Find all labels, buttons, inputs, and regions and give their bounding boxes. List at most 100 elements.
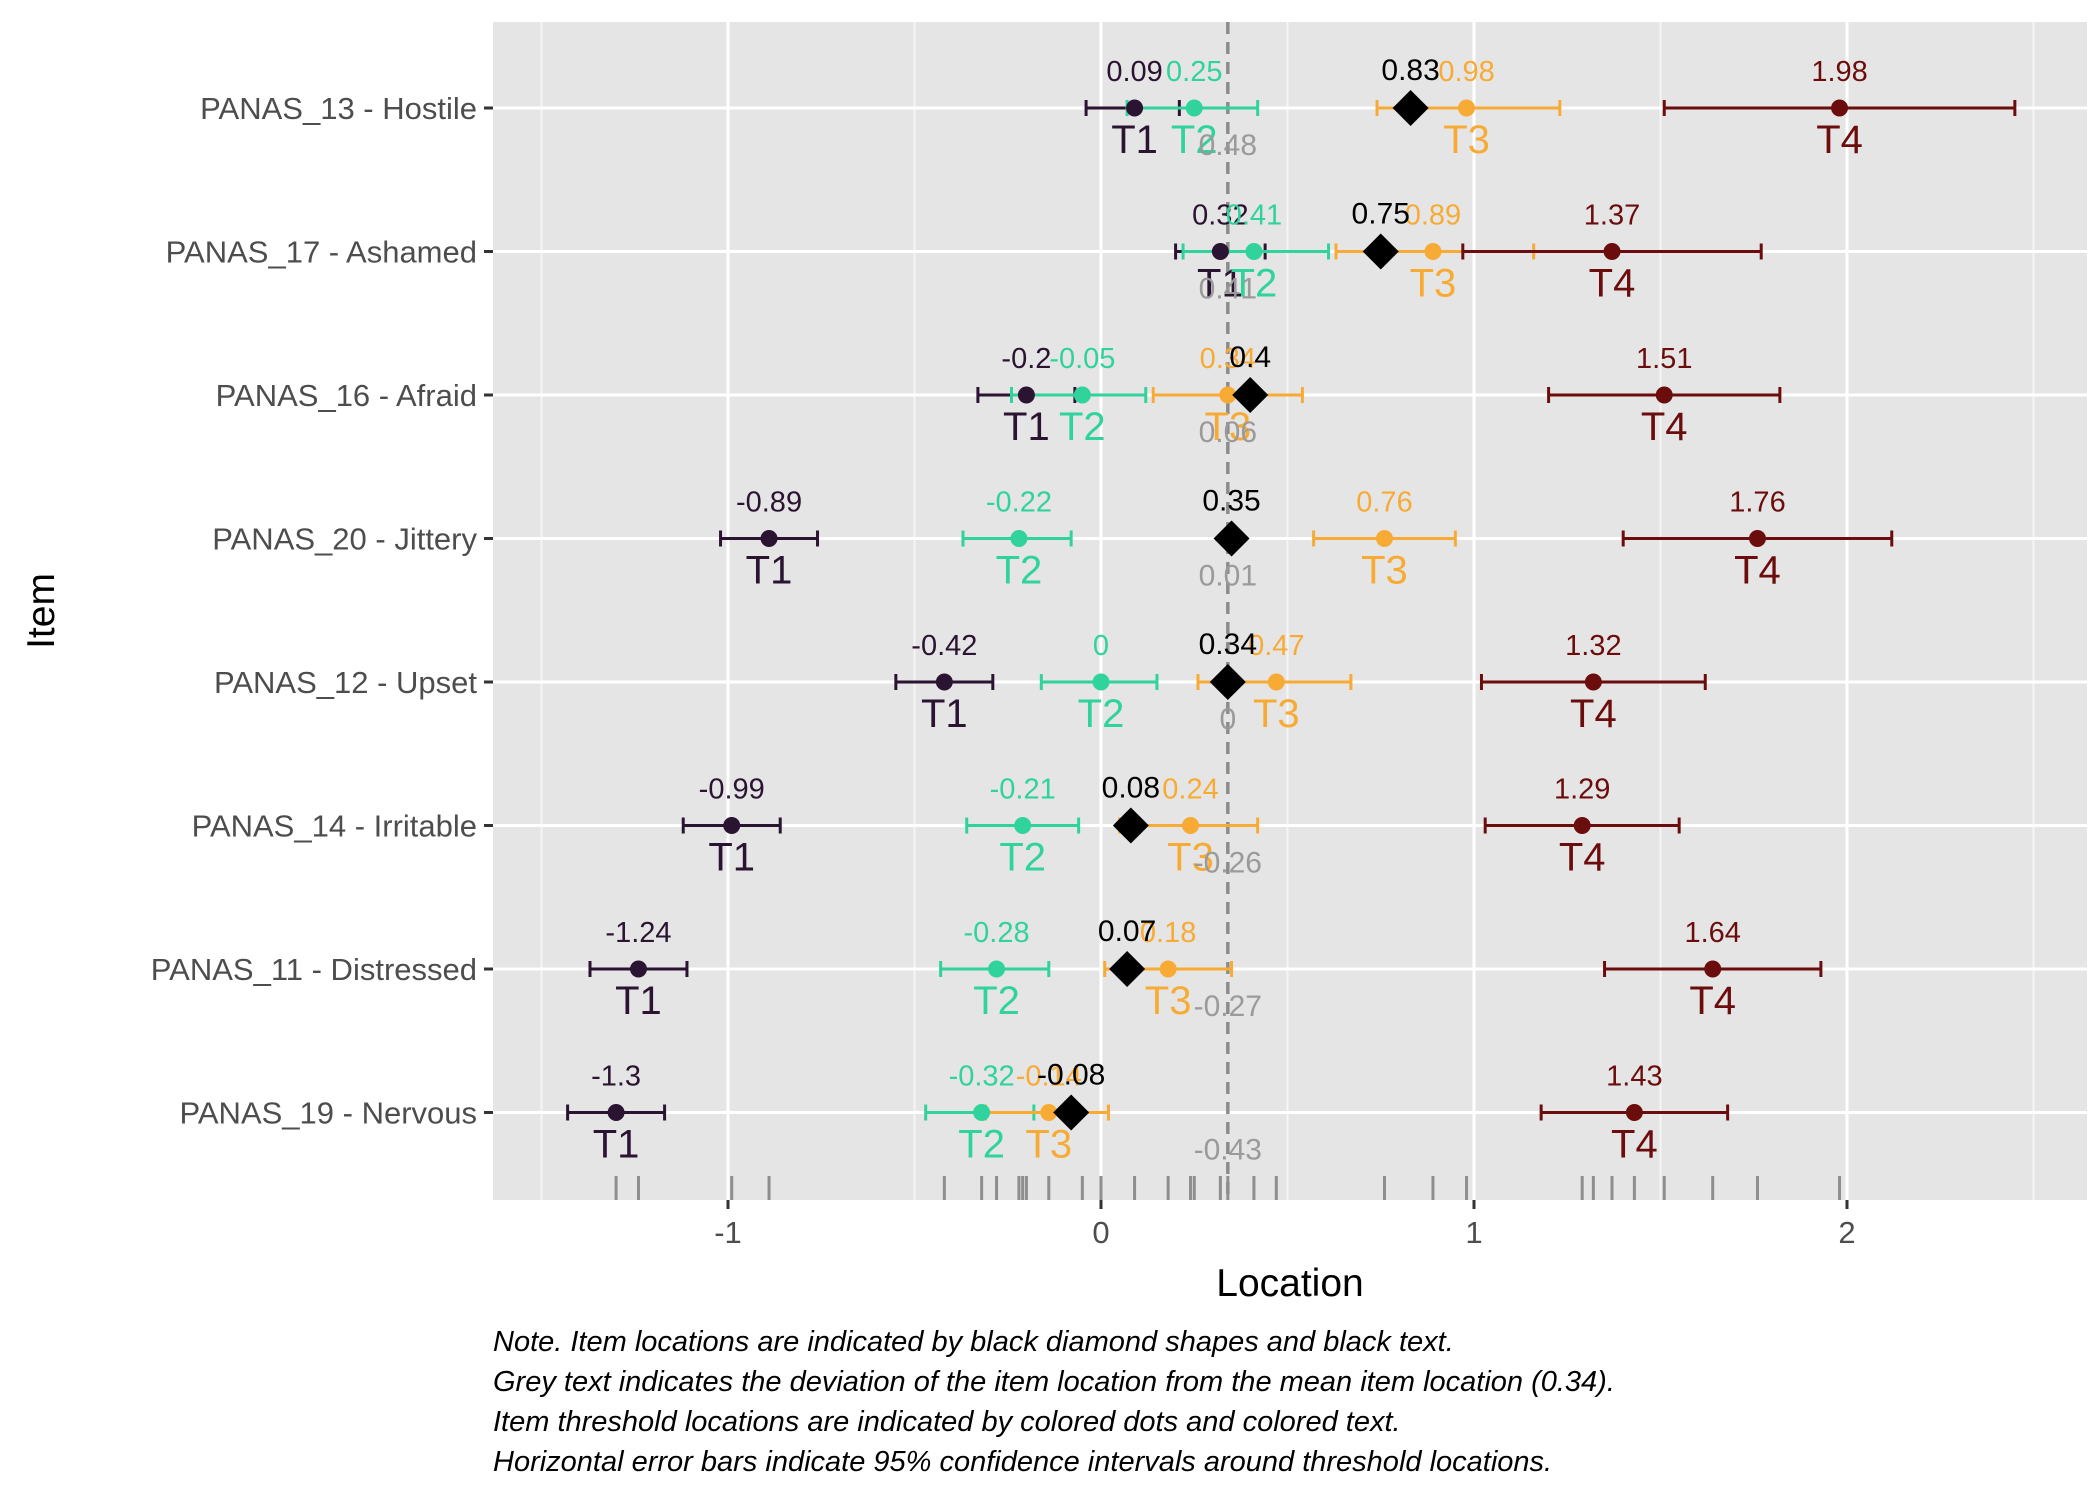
threshold-point — [1010, 530, 1028, 547]
item-location-diamond — [1362, 233, 1399, 270]
threshold-point — [1092, 673, 1110, 691]
threshold-name-label: T4 — [1570, 692, 1617, 736]
item-location-label: 0.35 — [1202, 485, 1260, 518]
threshold-name-label: T3 — [1145, 979, 1192, 1023]
axes: PANAS_13 - Hostile PANAS_17 - Ashamed PANA… — [151, 91, 1856, 1250]
threshold-value-label: 0.89 — [1405, 200, 1461, 232]
y-tick-label: PANAS_13 - Hostile — [200, 91, 477, 126]
item-location-diamond — [1112, 807, 1149, 844]
threshold-point — [1014, 817, 1032, 834]
threshold-point — [1267, 673, 1285, 691]
threshold-value-label: 0.32 — [1192, 200, 1248, 232]
threshold-name-label: T1 — [1197, 262, 1244, 306]
item-location-diamond — [1213, 520, 1250, 557]
threshold-value-label: 0.25 — [1166, 56, 1222, 88]
threshold-name-label: T2 — [958, 1123, 1005, 1167]
threshold-value-label: 0.47 — [1248, 630, 1304, 662]
threshold-name-label: T3 — [1167, 836, 1214, 880]
threshold-point — [1185, 99, 1203, 117]
deviation-label: -0.26 — [1194, 847, 1262, 880]
threshold-name-label: T3 — [1025, 1123, 1072, 1167]
chart-note: Note. Item locations are indicated by bl… — [493, 1322, 1615, 1482]
item-location-label: 0.75 — [1352, 198, 1410, 231]
threshold-point — [1219, 386, 1237, 404]
threshold-value-label: 1.32 — [1565, 630, 1621, 662]
threshold-value-label: 1.29 — [1554, 774, 1610, 806]
threshold-point — [723, 817, 741, 834]
threshold-name-label: T4 — [1689, 979, 1736, 1023]
threshold-name-label: T2 — [973, 979, 1020, 1023]
threshold-point — [1655, 386, 1673, 404]
threshold-name-label: T2 — [1059, 405, 1106, 449]
threshold-point — [1584, 673, 1602, 691]
threshold-point — [1375, 530, 1393, 547]
item-location-label: 0.83 — [1381, 54, 1439, 87]
item-location-label: 0.4 — [1229, 341, 1271, 374]
y-tick-label: PANAS_19 - Nervous — [180, 1096, 478, 1131]
deviation-label: 0.41 — [1199, 273, 1257, 306]
item-location-label: 0.07 — [1098, 915, 1156, 948]
threshold-point — [1126, 99, 1144, 117]
threshold-name-label: T1 — [615, 979, 662, 1023]
threshold-name-label: T4 — [1589, 262, 1636, 306]
item-location-diamond — [1232, 377, 1269, 413]
threshold-point — [607, 1104, 625, 1121]
threshold-value-label: 0.18 — [1140, 917, 1196, 949]
threshold-point — [1040, 1104, 1058, 1121]
y-axis-label: Item — [20, 573, 63, 649]
threshold-point — [1211, 243, 1229, 260]
threshold-value-label: -0.05 — [1049, 343, 1115, 375]
threshold-name-label: T2 — [999, 836, 1046, 880]
threshold-point — [1573, 817, 1591, 834]
y-tick-label: PANAS_20 - Jittery — [212, 522, 477, 557]
threshold-point — [935, 673, 953, 691]
note-line: Item threshold locations are indicated b… — [493, 1406, 1401, 1438]
threshold-name-label: T3 — [1253, 692, 1300, 736]
plot-panel — [493, 22, 2087, 1200]
threshold-value-label: 0.34 — [1200, 343, 1256, 375]
note-line: Horizontal error bars indicate 95% confi… — [493, 1446, 1553, 1478]
threshold-name-label: T3 — [1410, 262, 1457, 306]
threshold-value-label: 0.98 — [1438, 56, 1494, 88]
threshold-name-label: T1 — [921, 692, 968, 736]
item-location-label: 0.34 — [1199, 628, 1257, 661]
threshold-value-label: 0.24 — [1162, 774, 1218, 806]
x-tick-label: 2 — [1838, 1215, 1855, 1250]
threshold-value-label: -0.28 — [964, 917, 1030, 949]
note-line: Note. Item locations are indicated by bl… — [493, 1326, 1454, 1358]
threshold-name-label: T2 — [1078, 692, 1125, 736]
threshold-name-label: T4 — [1816, 118, 1863, 162]
y-tick-label: PANAS_17 - Ashamed — [166, 235, 477, 270]
threshold-value-label: -0.42 — [911, 630, 977, 662]
threshold-point — [1245, 243, 1263, 260]
threshold-value-label: -0.99 — [699, 774, 765, 806]
threshold-value-label: -0.32 — [949, 1061, 1015, 1093]
threshold-point — [1182, 817, 1200, 834]
item-location-diamond — [1109, 951, 1146, 987]
threshold-value-label: 1.98 — [1811, 56, 1867, 88]
threshold-value-label: -1.24 — [605, 917, 671, 949]
threshold-point — [1704, 960, 1722, 978]
threshold-value-label: -1.3 — [591, 1061, 641, 1093]
threshold-value-label: 0.09 — [1106, 56, 1162, 88]
threshold-name-label: T1 — [708, 836, 755, 880]
threshold-name-label: T4 — [1734, 549, 1781, 593]
threshold-name-label: T4 — [1641, 405, 1688, 449]
threshold-value-label: 0 — [1093, 630, 1109, 662]
threshold-point — [1458, 99, 1476, 117]
threshold-value-label: 0.41 — [1226, 200, 1282, 232]
note-line: Grey text indicates the deviation of the… — [493, 1366, 1615, 1398]
threshold-point — [988, 960, 1006, 978]
threshold-value-label: 1.37 — [1584, 200, 1640, 232]
threshold-value-label: -0.22 — [986, 487, 1052, 519]
threshold-point — [973, 1104, 991, 1121]
x-tick-label: -1 — [714, 1215, 742, 1250]
threshold-point — [1603, 243, 1621, 260]
threshold-name-label: T1 — [1003, 405, 1050, 449]
deviation-label: 0.01 — [1199, 560, 1257, 593]
threshold-name-label: T3 — [1204, 405, 1251, 449]
threshold-value-label: -0.2 — [1001, 343, 1051, 375]
threshold-point — [1424, 243, 1442, 260]
threshold-name-label: T1 — [1111, 118, 1158, 162]
rug-marks — [614, 1176, 1842, 1200]
